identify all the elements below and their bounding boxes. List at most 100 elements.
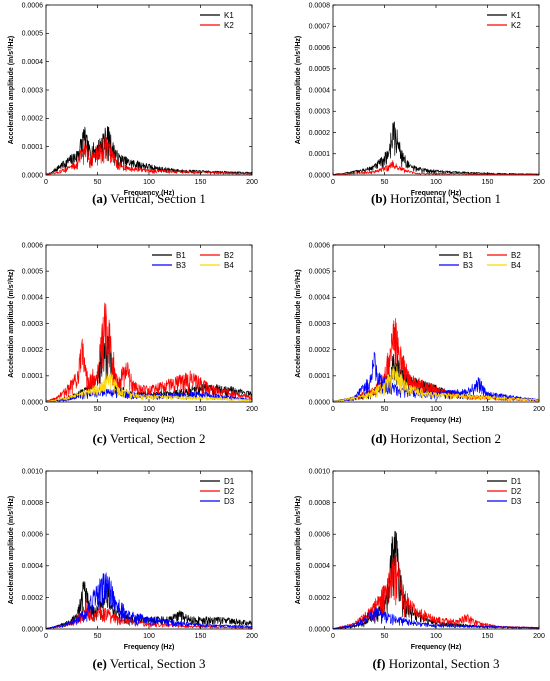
x-tick-label: 100 bbox=[143, 179, 155, 186]
legend-label-D2: D2 bbox=[511, 487, 522, 496]
y-tick-label: 0.0006 bbox=[22, 532, 44, 539]
caption-text: Vertical, Section 3 bbox=[107, 656, 206, 671]
series-line-B3 bbox=[46, 388, 252, 402]
series-group bbox=[46, 126, 252, 175]
y-axis-label: Acceleration amplitude (m/s²/Hz) bbox=[8, 269, 15, 378]
y-tick-label: 0.0000 bbox=[309, 399, 331, 406]
legend-label-B4: B4 bbox=[511, 261, 521, 270]
series-line-B2 bbox=[46, 302, 252, 402]
x-tick-label: 50 bbox=[94, 179, 102, 186]
y-tick-label: 0.0002 bbox=[309, 130, 331, 137]
caption-text: Horizontal, Section 3 bbox=[385, 656, 499, 671]
x-tick-label: 150 bbox=[195, 406, 207, 413]
y-tick-label: 0.0008 bbox=[22, 500, 44, 507]
series-line-B4 bbox=[46, 373, 252, 402]
y-axis-label: Acceleration amplitude (m/s²/Hz) bbox=[295, 36, 302, 145]
plot-frame bbox=[332, 4, 540, 176]
series-line-D1 bbox=[333, 531, 539, 629]
y-tick-label: 0.0003 bbox=[309, 321, 331, 328]
y-tick-label: 0.0002 bbox=[309, 347, 331, 354]
chart-panel-d: 0 50 100 150 200 0.0000 0.0001 0.0002 0.0003 0.00… bbox=[295, 242, 545, 446]
x-tick-label: 0 bbox=[44, 633, 48, 640]
legend-label-D1: D1 bbox=[511, 477, 522, 486]
y-tick-label: 0.0006 bbox=[22, 2, 44, 9]
y-tick-label: 0.0005 bbox=[309, 269, 331, 276]
x-tick-label: 0 bbox=[44, 179, 48, 186]
x-axis-label: Frequency (Hz) bbox=[124, 417, 175, 424]
caption-letter: (b) bbox=[371, 191, 387, 206]
y-tick-label: 0.0000 bbox=[309, 626, 331, 633]
legend-label-D2: D2 bbox=[224, 487, 235, 496]
x-tick-label: 150 bbox=[195, 633, 207, 640]
series-line-K2 bbox=[46, 136, 252, 175]
x-tick-label: 200 bbox=[246, 179, 258, 186]
legend-label-B1: B1 bbox=[463, 251, 473, 260]
chart-panel-e: 0 50 100 150 200 0.0000 0.0002 0.0004 0.0006 0.00… bbox=[8, 468, 258, 671]
panel-caption: (b) Horizontal, Section 1 bbox=[371, 191, 501, 206]
legend-label-K2: K2 bbox=[511, 21, 521, 30]
caption-text: Horizontal, Section 2 bbox=[387, 431, 501, 446]
y-tick-label: 0.0001 bbox=[309, 373, 331, 380]
legend-label-B1: B1 bbox=[176, 251, 186, 260]
y-tick-label: 0.0006 bbox=[309, 532, 331, 539]
x-tick-label: 50 bbox=[381, 406, 389, 413]
caption-letter: (e) bbox=[92, 656, 106, 671]
y-tick-label: 0.0008 bbox=[309, 500, 331, 507]
y-tick-label: 0.0004 bbox=[309, 295, 331, 302]
x-tick-label: 50 bbox=[381, 179, 389, 186]
caption-letter: (d) bbox=[371, 431, 387, 446]
legend-label-K1: K1 bbox=[511, 11, 521, 20]
y-tick-label: 0.0005 bbox=[22, 269, 44, 276]
y-tick-label: 0.0004 bbox=[22, 563, 44, 570]
y-axis-label: Acceleration amplitude (m/s²/Hz) bbox=[8, 496, 15, 605]
plot-frame bbox=[45, 470, 253, 630]
y-tick-label: 0.0000 bbox=[22, 172, 44, 179]
x-axis-label: Frequency (Hz) bbox=[411, 417, 462, 424]
x-tick-label: 0 bbox=[331, 633, 335, 640]
series-group bbox=[46, 572, 252, 629]
x-tick-label: 200 bbox=[533, 633, 545, 640]
x-tick-label: 150 bbox=[482, 406, 494, 413]
series-line-D3 bbox=[46, 572, 252, 629]
caption-text: Horizontal, Section 1 bbox=[387, 191, 501, 206]
y-tick-label: 0.0010 bbox=[22, 468, 44, 475]
x-tick-label: 50 bbox=[94, 633, 102, 640]
x-tick-label: 100 bbox=[143, 406, 155, 413]
chart-panel-f: 0 50 100 150 200 0.0000 0.0002 0.0004 0.0006 0.00… bbox=[295, 468, 545, 671]
series-line-B4 bbox=[333, 365, 539, 402]
x-tick-label: 50 bbox=[381, 633, 389, 640]
chart-panel-a: 0 50 100 150 200 0.0000 0.0001 0.0002 0.0003 0.00… bbox=[8, 2, 258, 206]
legend: B1 B2 B3 B4 bbox=[152, 251, 234, 270]
legend-label-B4: B4 bbox=[224, 261, 234, 270]
y-tick-label: 0.0000 bbox=[309, 172, 331, 179]
x-tick-label: 200 bbox=[246, 633, 258, 640]
caption-letter: (a) bbox=[92, 191, 107, 206]
y-tick-label: 0.0000 bbox=[22, 626, 44, 633]
series-group bbox=[333, 121, 539, 175]
legend-label-B3: B3 bbox=[463, 261, 473, 270]
x-tick-label: 0 bbox=[44, 406, 48, 413]
y-tick-label: 0.0004 bbox=[22, 295, 44, 302]
x-tick-label: 150 bbox=[195, 179, 207, 186]
panel-caption: (c) Vertical, Section 2 bbox=[92, 431, 205, 446]
series-line-K1 bbox=[333, 121, 539, 175]
legend-label-D3: D3 bbox=[511, 497, 522, 506]
x-tick-label: 0 bbox=[331, 179, 335, 186]
caption-letter: (c) bbox=[92, 431, 106, 446]
y-tick-label: 0.0005 bbox=[309, 66, 331, 73]
legend: B1 B2 B3 B4 bbox=[439, 251, 521, 270]
x-tick-label: 100 bbox=[430, 179, 442, 186]
y-tick-label: 0.0005 bbox=[22, 31, 44, 38]
series-group bbox=[333, 317, 539, 402]
y-tick-label: 0.0002 bbox=[309, 595, 331, 602]
caption-text: Vertical, Section 1 bbox=[107, 191, 206, 206]
caption-letter: (f) bbox=[372, 656, 385, 671]
series-group bbox=[333, 531, 539, 629]
legend-label-B2: B2 bbox=[224, 251, 234, 260]
legend-label-B2: B2 bbox=[511, 251, 521, 260]
y-tick-label: 0.0003 bbox=[22, 87, 44, 94]
x-tick-label: 0 bbox=[331, 406, 335, 413]
